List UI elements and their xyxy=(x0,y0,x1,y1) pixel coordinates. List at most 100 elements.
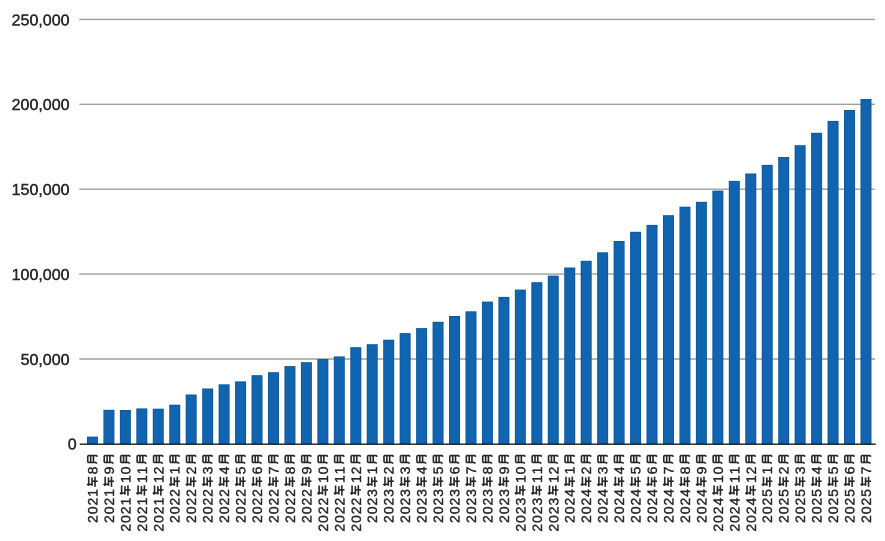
svg-text:2: 2 xyxy=(167,498,183,506)
svg-text:2: 2 xyxy=(743,524,759,532)
svg-text:2: 2 xyxy=(84,498,100,506)
svg-text:0: 0 xyxy=(858,506,874,514)
svg-text:1: 1 xyxy=(331,475,347,483)
svg-text:2: 2 xyxy=(710,524,726,532)
svg-text:1: 1 xyxy=(759,466,775,474)
svg-text:2: 2 xyxy=(282,489,298,497)
svg-text:7: 7 xyxy=(660,466,676,474)
svg-text:2: 2 xyxy=(216,498,232,506)
svg-text:1: 1 xyxy=(562,466,578,474)
svg-text:2: 2 xyxy=(776,515,792,523)
svg-text:2: 2 xyxy=(628,515,644,523)
svg-text:2: 2 xyxy=(660,515,676,523)
svg-text:5: 5 xyxy=(430,466,446,474)
svg-text:2: 2 xyxy=(167,489,183,497)
svg-text:2: 2 xyxy=(809,498,825,506)
svg-text:2: 2 xyxy=(233,489,249,497)
svg-text:4: 4 xyxy=(216,466,232,474)
svg-text:2: 2 xyxy=(595,515,611,523)
svg-text:2: 2 xyxy=(644,498,660,506)
svg-text:2: 2 xyxy=(414,515,430,523)
svg-text:2: 2 xyxy=(792,498,808,506)
svg-text:3: 3 xyxy=(364,489,380,497)
svg-text:2: 2 xyxy=(776,466,792,474)
svg-text:0: 0 xyxy=(693,506,709,514)
svg-text:0: 0 xyxy=(611,506,627,514)
svg-text:0: 0 xyxy=(233,506,249,514)
svg-text:0: 0 xyxy=(447,506,463,514)
svg-text:2: 2 xyxy=(298,489,314,497)
svg-text:2: 2 xyxy=(315,498,331,506)
svg-text:2: 2 xyxy=(463,515,479,523)
svg-text:2: 2 xyxy=(463,498,479,506)
svg-text:2: 2 xyxy=(660,498,676,506)
svg-text:0: 0 xyxy=(200,506,216,514)
svg-text:4: 4 xyxy=(677,489,693,497)
svg-text:2: 2 xyxy=(397,498,413,506)
svg-text:1: 1 xyxy=(117,498,133,506)
svg-text:2: 2 xyxy=(562,515,578,523)
svg-text:2: 2 xyxy=(200,498,216,506)
svg-text:4: 4 xyxy=(693,489,709,497)
svg-text:2: 2 xyxy=(776,498,792,506)
svg-text:0: 0 xyxy=(743,515,759,523)
svg-text:0: 0 xyxy=(809,506,825,514)
svg-text:2: 2 xyxy=(282,515,298,523)
svg-text:5: 5 xyxy=(776,489,792,497)
svg-text:1: 1 xyxy=(529,475,545,483)
svg-text:6: 6 xyxy=(644,466,660,474)
svg-text:4: 4 xyxy=(414,466,430,474)
svg-text:3: 3 xyxy=(529,498,545,506)
svg-text:3: 3 xyxy=(463,489,479,497)
svg-text:0: 0 xyxy=(628,506,644,514)
svg-text:5: 5 xyxy=(842,489,858,497)
svg-text:2: 2 xyxy=(101,498,117,506)
svg-text:2: 2 xyxy=(167,515,183,523)
svg-text:2: 2 xyxy=(562,498,578,506)
svg-text:0: 0 xyxy=(842,506,858,514)
svg-text:9: 9 xyxy=(693,466,709,474)
svg-text:0: 0 xyxy=(298,506,314,514)
svg-text:3: 3 xyxy=(512,498,528,506)
svg-text:2: 2 xyxy=(183,466,199,474)
svg-text:0: 0 xyxy=(68,437,77,454)
svg-text:0: 0 xyxy=(101,506,117,514)
svg-text:0: 0 xyxy=(348,515,364,523)
svg-text:2: 2 xyxy=(414,498,430,506)
svg-text:7: 7 xyxy=(265,466,281,474)
svg-text:2: 2 xyxy=(759,515,775,523)
svg-text:0: 0 xyxy=(496,506,512,514)
svg-text:1: 1 xyxy=(710,475,726,483)
svg-text:1: 1 xyxy=(743,475,759,483)
svg-text:1: 1 xyxy=(117,475,133,483)
svg-text:0: 0 xyxy=(529,515,545,523)
svg-text:0: 0 xyxy=(578,506,594,514)
svg-text:2: 2 xyxy=(331,506,347,514)
svg-text:150,000: 150,000 xyxy=(12,182,70,199)
svg-text:2: 2 xyxy=(249,489,265,497)
svg-text:0: 0 xyxy=(315,466,331,474)
svg-text:2: 2 xyxy=(397,515,413,523)
svg-text:2: 2 xyxy=(447,498,463,506)
svg-text:9: 9 xyxy=(298,466,314,474)
svg-text:1: 1 xyxy=(315,475,331,483)
svg-text:2: 2 xyxy=(693,498,709,506)
svg-text:5: 5 xyxy=(809,489,825,497)
svg-text:2: 2 xyxy=(233,515,249,523)
svg-text:2: 2 xyxy=(842,515,858,523)
svg-text:2: 2 xyxy=(578,515,594,523)
svg-text:2: 2 xyxy=(364,515,380,523)
svg-text:1: 1 xyxy=(726,466,742,474)
svg-text:5: 5 xyxy=(759,489,775,497)
svg-text:100,000: 100,000 xyxy=(12,267,70,284)
svg-text:4: 4 xyxy=(660,489,676,497)
svg-text:3: 3 xyxy=(479,489,495,497)
svg-text:2: 2 xyxy=(809,515,825,523)
svg-text:0: 0 xyxy=(167,506,183,514)
svg-text:2: 2 xyxy=(677,515,693,523)
svg-text:0: 0 xyxy=(512,466,528,474)
svg-text:0: 0 xyxy=(512,515,528,523)
svg-text:0: 0 xyxy=(414,506,430,514)
svg-text:2: 2 xyxy=(529,524,545,532)
svg-text:2: 2 xyxy=(512,524,528,532)
